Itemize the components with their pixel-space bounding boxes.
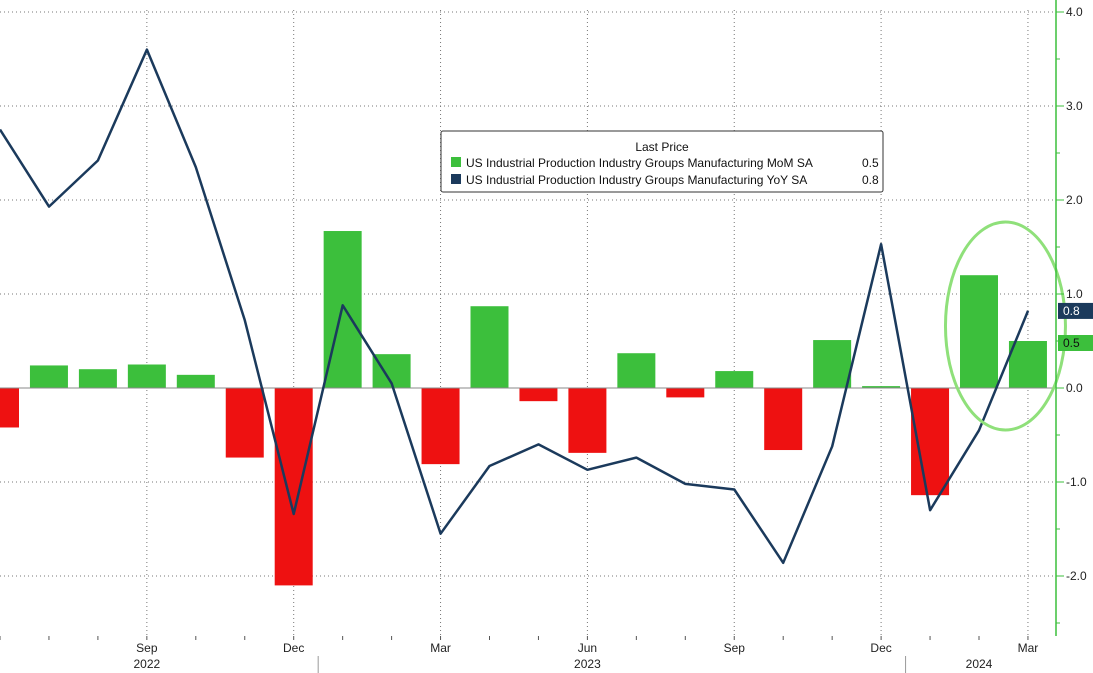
mom-bar: [960, 275, 998, 388]
x-tick-label: Dec: [283, 641, 304, 655]
mom-bar: [617, 353, 656, 388]
mom-bar: [715, 371, 754, 388]
x-tick-label: Mar: [430, 641, 451, 655]
x-tick-label: Sep: [724, 641, 746, 655]
legend-last-yoy: 0.8: [862, 173, 879, 187]
mom-bar: [176, 374, 215, 388]
y-tick-label: -1.0: [1066, 475, 1087, 489]
mom-end-label-box: [1058, 335, 1093, 351]
mom-bar: [568, 388, 607, 453]
mom-bar: [470, 306, 509, 388]
x-year-label: 2023: [574, 657, 601, 671]
y-tick-label: -2.0: [1066, 569, 1087, 583]
y-axis: 4.0 3.0 2.0 1.0 0.0 -1.0 -2.0: [1055, 0, 1087, 636]
mom-bar: [764, 388, 803, 451]
legend-swatch-mom: [451, 157, 461, 167]
yoy-end-label: 0.8: [1063, 304, 1080, 318]
end-labels: 0.8 0.5: [1058, 302, 1093, 351]
mom-bar: [813, 340, 852, 388]
y-tick-label: 1.0: [1066, 287, 1083, 301]
mom-bar: [1008, 341, 1047, 388]
x-tick-label: Jun: [578, 641, 597, 655]
mom-bar: [274, 388, 313, 586]
x-year-label: 2022: [133, 657, 160, 671]
mom-bar: [225, 388, 264, 458]
mom-bar: [519, 388, 558, 402]
y-tick-label: 0.0: [1066, 381, 1083, 395]
x-axis: Sep Dec Mar Jun Sep Dec Mar 2022 2023 2024: [0, 636, 1038, 673]
yoy-line: [0, 48, 1030, 565]
y-tick-label: 4.0: [1066, 5, 1083, 19]
mom-bars: [0, 231, 1047, 586]
legend-box: [440, 130, 884, 193]
legend-label-mom: US Industrial Production Industry Groups…: [466, 156, 813, 170]
yoy-end-label-box: [1058, 302, 1093, 319]
legend-last-mom: 0.5: [862, 156, 879, 170]
mom-bar: [29, 365, 68, 388]
x-year-label: 2024: [966, 657, 993, 671]
mom-bar: [666, 388, 705, 398]
legend-label-yoy: US Industrial Production Industry Groups…: [466, 173, 807, 187]
highlight-ellipse: [943, 220, 1067, 432]
x-tick-label: Dec: [870, 641, 891, 655]
mom-bar: [127, 364, 166, 388]
grid: [0, 10, 1055, 636]
legend-title: Last Price: [635, 140, 689, 154]
y-tick-label: 2.0: [1066, 193, 1083, 207]
x-tick-label: Mar: [1018, 641, 1039, 655]
mom-bar: [862, 386, 901, 388]
mom-bar: [78, 369, 117, 388]
mom-end-label: 0.5: [1063, 336, 1080, 350]
mom-bar: [0, 388, 19, 428]
x-tick-label: Sep: [136, 641, 158, 655]
mom-bar: [421, 388, 460, 465]
legend-swatch-yoy: [451, 174, 461, 184]
y-tick-label: 3.0: [1066, 99, 1083, 113]
legend: Last Price US Industrial Production Indu…: [440, 130, 884, 193]
